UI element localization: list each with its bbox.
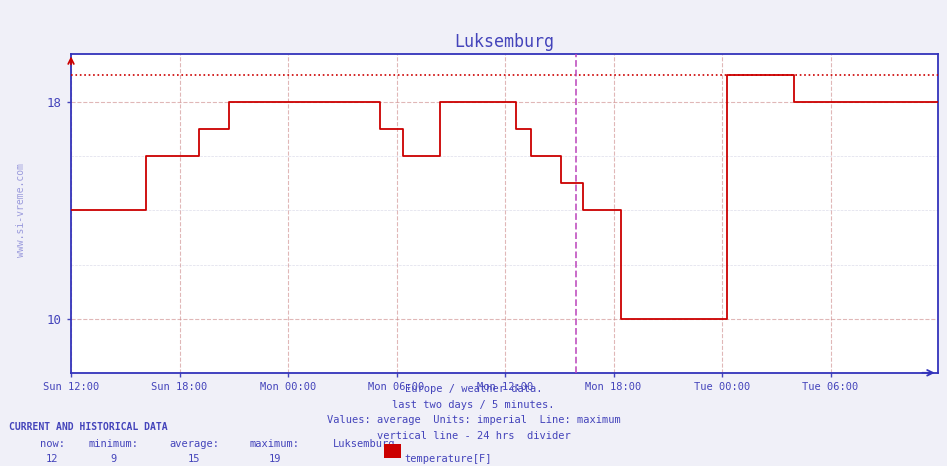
Text: Values: average  Units: imperial  Line: maximum: Values: average Units: imperial Line: ma…	[327, 415, 620, 425]
Text: 15: 15	[188, 454, 201, 464]
Title: Luksemburg: Luksemburg	[455, 33, 554, 51]
Text: CURRENT AND HISTORICAL DATA: CURRENT AND HISTORICAL DATA	[9, 422, 169, 432]
Text: now:: now:	[40, 439, 64, 449]
Text: 12: 12	[45, 454, 59, 464]
Text: temperature[F]: temperature[F]	[404, 454, 491, 464]
Text: last two days / 5 minutes.: last two days / 5 minutes.	[392, 400, 555, 410]
Text: maximum:: maximum:	[250, 439, 299, 449]
Text: minimum:: minimum:	[89, 439, 138, 449]
Text: www.si-vreme.com: www.si-vreme.com	[16, 163, 26, 257]
Text: 9: 9	[111, 454, 116, 464]
Text: Europe / weather data.: Europe / weather data.	[404, 384, 543, 394]
Text: Luksemburg: Luksemburg	[333, 439, 396, 449]
Text: 19: 19	[268, 454, 281, 464]
Text: vertical line - 24 hrs  divider: vertical line - 24 hrs divider	[377, 431, 570, 440]
Text: average:: average:	[170, 439, 219, 449]
